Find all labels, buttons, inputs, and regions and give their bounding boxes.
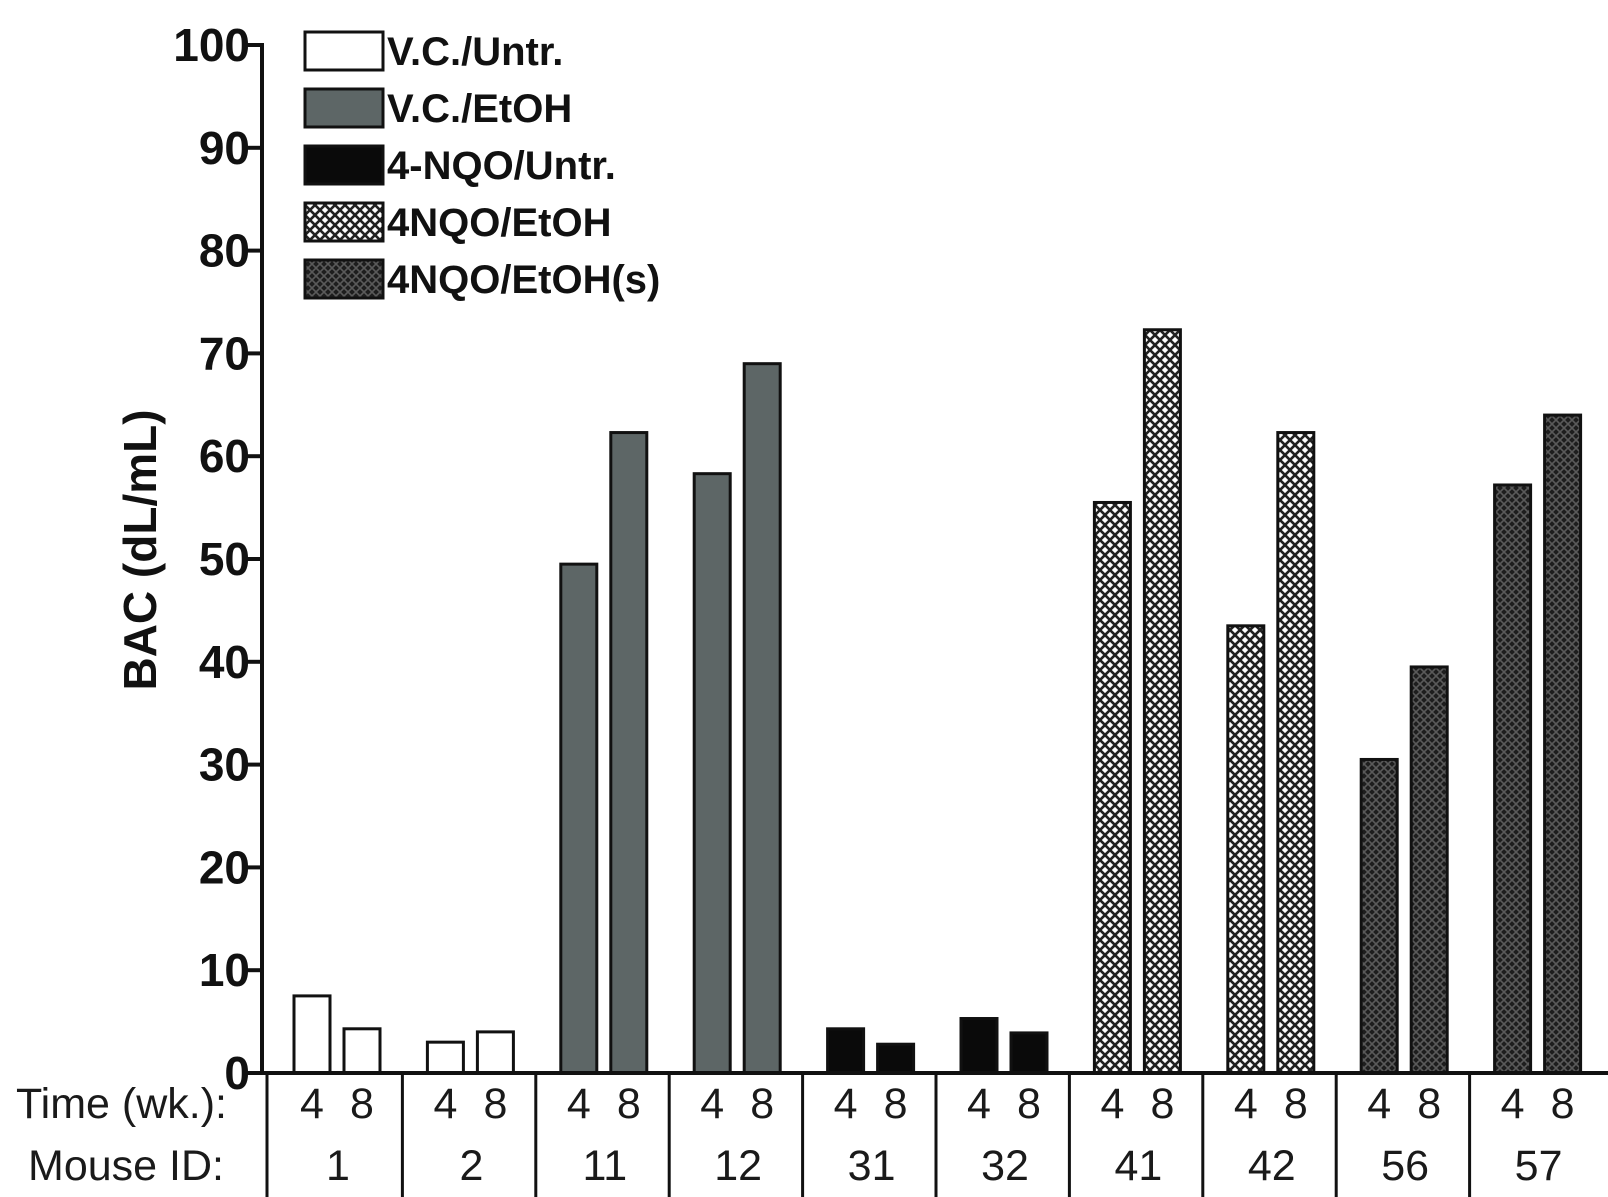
legend-label: V.C./EtOH	[387, 87, 572, 131]
mouse-id-label: 1	[326, 1142, 350, 1190]
mouse-id-label: 42	[1248, 1142, 1296, 1190]
y-tick-label: 90	[199, 122, 250, 174]
time-label: 4	[1501, 1080, 1525, 1128]
bars	[292, 328, 1583, 1075]
y-tick-label: 70	[199, 327, 250, 379]
time-label: 8	[1284, 1080, 1308, 1128]
legend-swatch	[303, 144, 385, 186]
bar-mouse-57-wk4	[1493, 483, 1533, 1075]
y-tick-label: 80	[199, 225, 250, 277]
legend: V.C./Untr. V.C./EtOH 4-NQO/Untr. 4NQO/EtOH 4…	[303, 30, 660, 302]
bar-mouse-2-wk8	[475, 1030, 515, 1075]
time-label: 8	[750, 1080, 774, 1128]
time-label: 4	[1367, 1080, 1391, 1128]
mouse-id-label: 2	[459, 1142, 483, 1190]
legend-swatch	[303, 258, 385, 300]
mouse-id-label: 32	[981, 1142, 1029, 1190]
time-label: 8	[350, 1080, 374, 1128]
bar-mouse-11-wk8	[609, 431, 649, 1075]
time-row-label: Time (wk.):	[16, 1080, 227, 1128]
time-label: 8	[1551, 1080, 1575, 1128]
y-axis-label: BAC (dL/mL)	[114, 409, 166, 690]
y-tick-label: 0	[224, 1047, 250, 1099]
mouse-id-label: 41	[1114, 1142, 1162, 1190]
mouse-id-label: 57	[1515, 1142, 1563, 1190]
bar-mouse-2-wk4	[425, 1040, 465, 1075]
bar-mouse-32-wk4	[959, 1017, 999, 1075]
bar-mouse-41-wk4	[1092, 500, 1132, 1075]
time-label: 4	[567, 1080, 591, 1128]
bar-mouse-11-wk4	[559, 562, 599, 1075]
time-label: 8	[1417, 1080, 1441, 1128]
y-tick-label: 100	[173, 19, 250, 71]
mouse-id-label: 11	[582, 1142, 627, 1190]
bar-mouse-56-wk4	[1359, 757, 1399, 1075]
time-label: 8	[1150, 1080, 1174, 1128]
y-tick-label: 60	[199, 430, 250, 482]
bar-mouse-57-wk8	[1543, 413, 1583, 1075]
mouse-id-label: 31	[848, 1142, 896, 1190]
y-tick-label: 20	[199, 841, 250, 893]
time-label: 8	[483, 1080, 507, 1128]
y-tick-label: 50	[199, 533, 250, 585]
time-label: 8	[617, 1080, 641, 1128]
bar-mouse-42-wk8	[1276, 431, 1316, 1075]
legend-label: 4-NQO/Untr.	[387, 144, 616, 188]
time-label: 4	[1100, 1080, 1124, 1128]
bar-mouse-12-wk8	[742, 362, 782, 1075]
time-label: 4	[1234, 1080, 1258, 1128]
mouse-id-label: 12	[714, 1142, 762, 1190]
time-label: 4	[433, 1080, 457, 1128]
time-label: 8	[884, 1080, 908, 1128]
time-label: 4	[834, 1080, 858, 1128]
bar-mouse-31-wk8	[876, 1042, 916, 1075]
bar-mouse-31-wk4	[826, 1027, 866, 1075]
y-tick-label: 10	[199, 944, 250, 996]
time-label: 8	[1017, 1080, 1041, 1128]
legend-label: 4NQO/EtOH(s)	[387, 258, 660, 302]
y-axis: 0 10 20 30 40 50 60 70 80 90 100	[173, 19, 264, 1099]
time-label: 4	[300, 1080, 324, 1128]
time-label: 4	[967, 1080, 991, 1128]
bar-mouse-41-wk8	[1142, 328, 1182, 1075]
bar-mouse-12-wk4	[692, 472, 732, 1075]
mouse-id-label: 56	[1381, 1142, 1429, 1190]
time-label: 4	[700, 1080, 724, 1128]
bar-mouse-42-wk4	[1226, 624, 1266, 1075]
bar-mouse-32-wk8	[1009, 1031, 1049, 1075]
y-tick-label: 30	[199, 739, 250, 791]
legend-swatch	[303, 87, 385, 129]
bar-mouse-1-wk8	[342, 1027, 382, 1075]
legend-swatch	[303, 201, 385, 243]
legend-label: 4NQO/EtOH	[387, 201, 611, 245]
bar-mouse-1-wk4	[292, 994, 332, 1075]
legend-swatch	[303, 30, 385, 72]
bar-mouse-56-wk8	[1409, 665, 1449, 1075]
mouse-row-label: Mouse ID:	[28, 1142, 224, 1190]
y-tick-label: 40	[199, 636, 250, 688]
legend-label: V.C./Untr.	[387, 30, 563, 74]
